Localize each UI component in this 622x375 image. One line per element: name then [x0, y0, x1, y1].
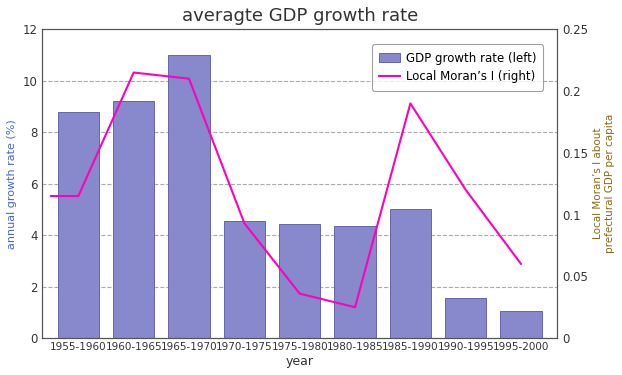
Bar — [500, 311, 542, 338]
X-axis label: year: year — [285, 355, 313, 368]
Bar — [58, 112, 99, 338]
Bar — [389, 209, 431, 338]
Bar — [113, 101, 154, 338]
Y-axis label: annual growth rate (%): annual growth rate (%) — [7, 119, 17, 249]
Y-axis label: Local Moran’s I about
prefectural GDP per capita: Local Moran’s I about prefectural GDP pe… — [593, 114, 615, 254]
Bar — [445, 298, 486, 338]
Bar — [279, 224, 320, 338]
Bar — [334, 226, 376, 338]
Bar — [223, 221, 265, 338]
Bar — [169, 55, 210, 338]
Legend: GDP growth rate (left), Local Moran’s I (right): GDP growth rate (left), Local Moran’s I … — [371, 45, 544, 90]
Title: averagte GDP growth rate: averagte GDP growth rate — [182, 7, 418, 25]
